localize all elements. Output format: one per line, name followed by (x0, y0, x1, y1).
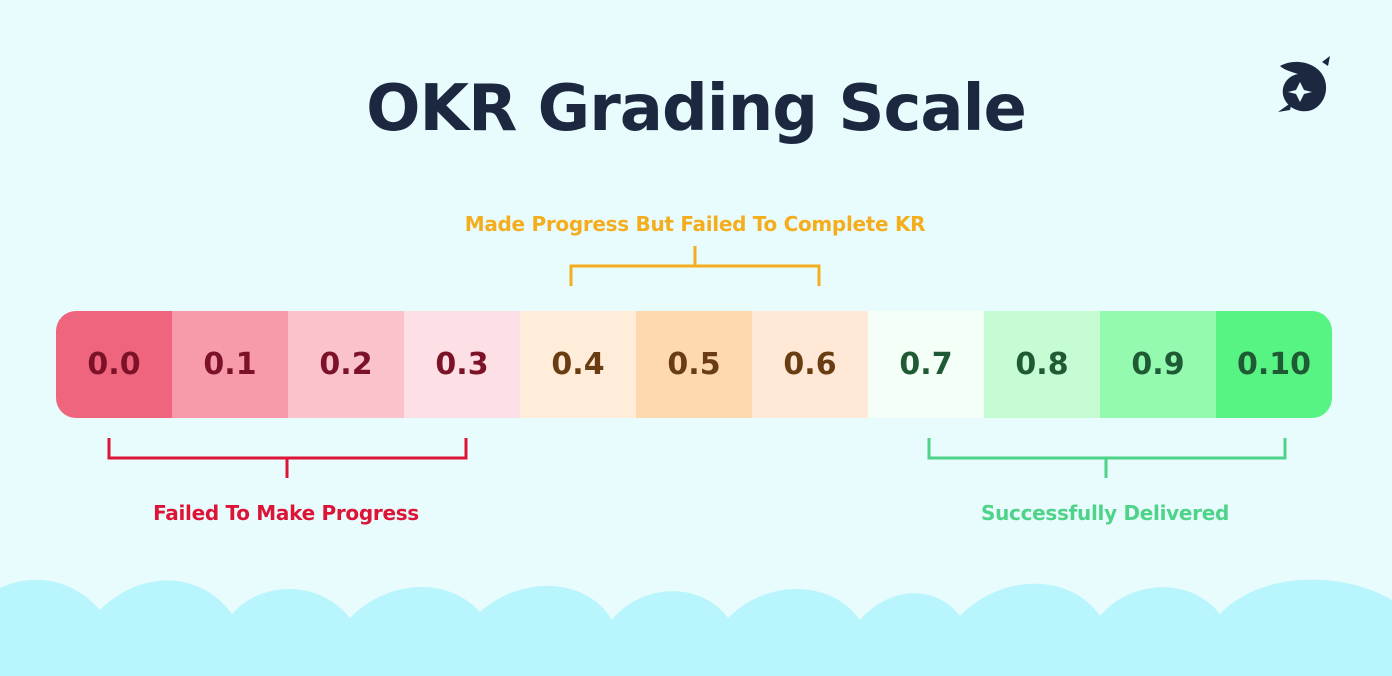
scale-cell: 0.0 (56, 311, 172, 418)
cloud-decoration (0, 579, 1392, 676)
scale-cell: 0.4 (520, 311, 636, 418)
scale-cell: 0.5 (636, 311, 752, 418)
bird-logo-icon (1278, 56, 1330, 112)
scale-cell: 0.1 (172, 311, 288, 418)
scale-cell: 0.7 (868, 311, 984, 418)
made-progress-label: Made Progress But Failed To Complete KR (464, 212, 926, 236)
scale-cell: 0.10 (1216, 311, 1332, 418)
scale-cell: 0.2 (288, 311, 404, 418)
scale-cell: 0.3 (404, 311, 520, 418)
page-title: OKR Grading Scale (366, 72, 1027, 146)
scale-cell: 0.6 (752, 311, 868, 418)
failed-label: Failed To Make Progress (153, 501, 419, 525)
grading-scale-bar: 0.0 0.1 0.2 0.3 0.4 0.5 0.6 0.7 0.8 0.9 0.10 (56, 311, 1332, 418)
scale-cell: 0.8 (984, 311, 1100, 418)
scale-cell: 0.9 (1100, 311, 1216, 418)
success-label: Successfully Delivered (981, 501, 1229, 525)
